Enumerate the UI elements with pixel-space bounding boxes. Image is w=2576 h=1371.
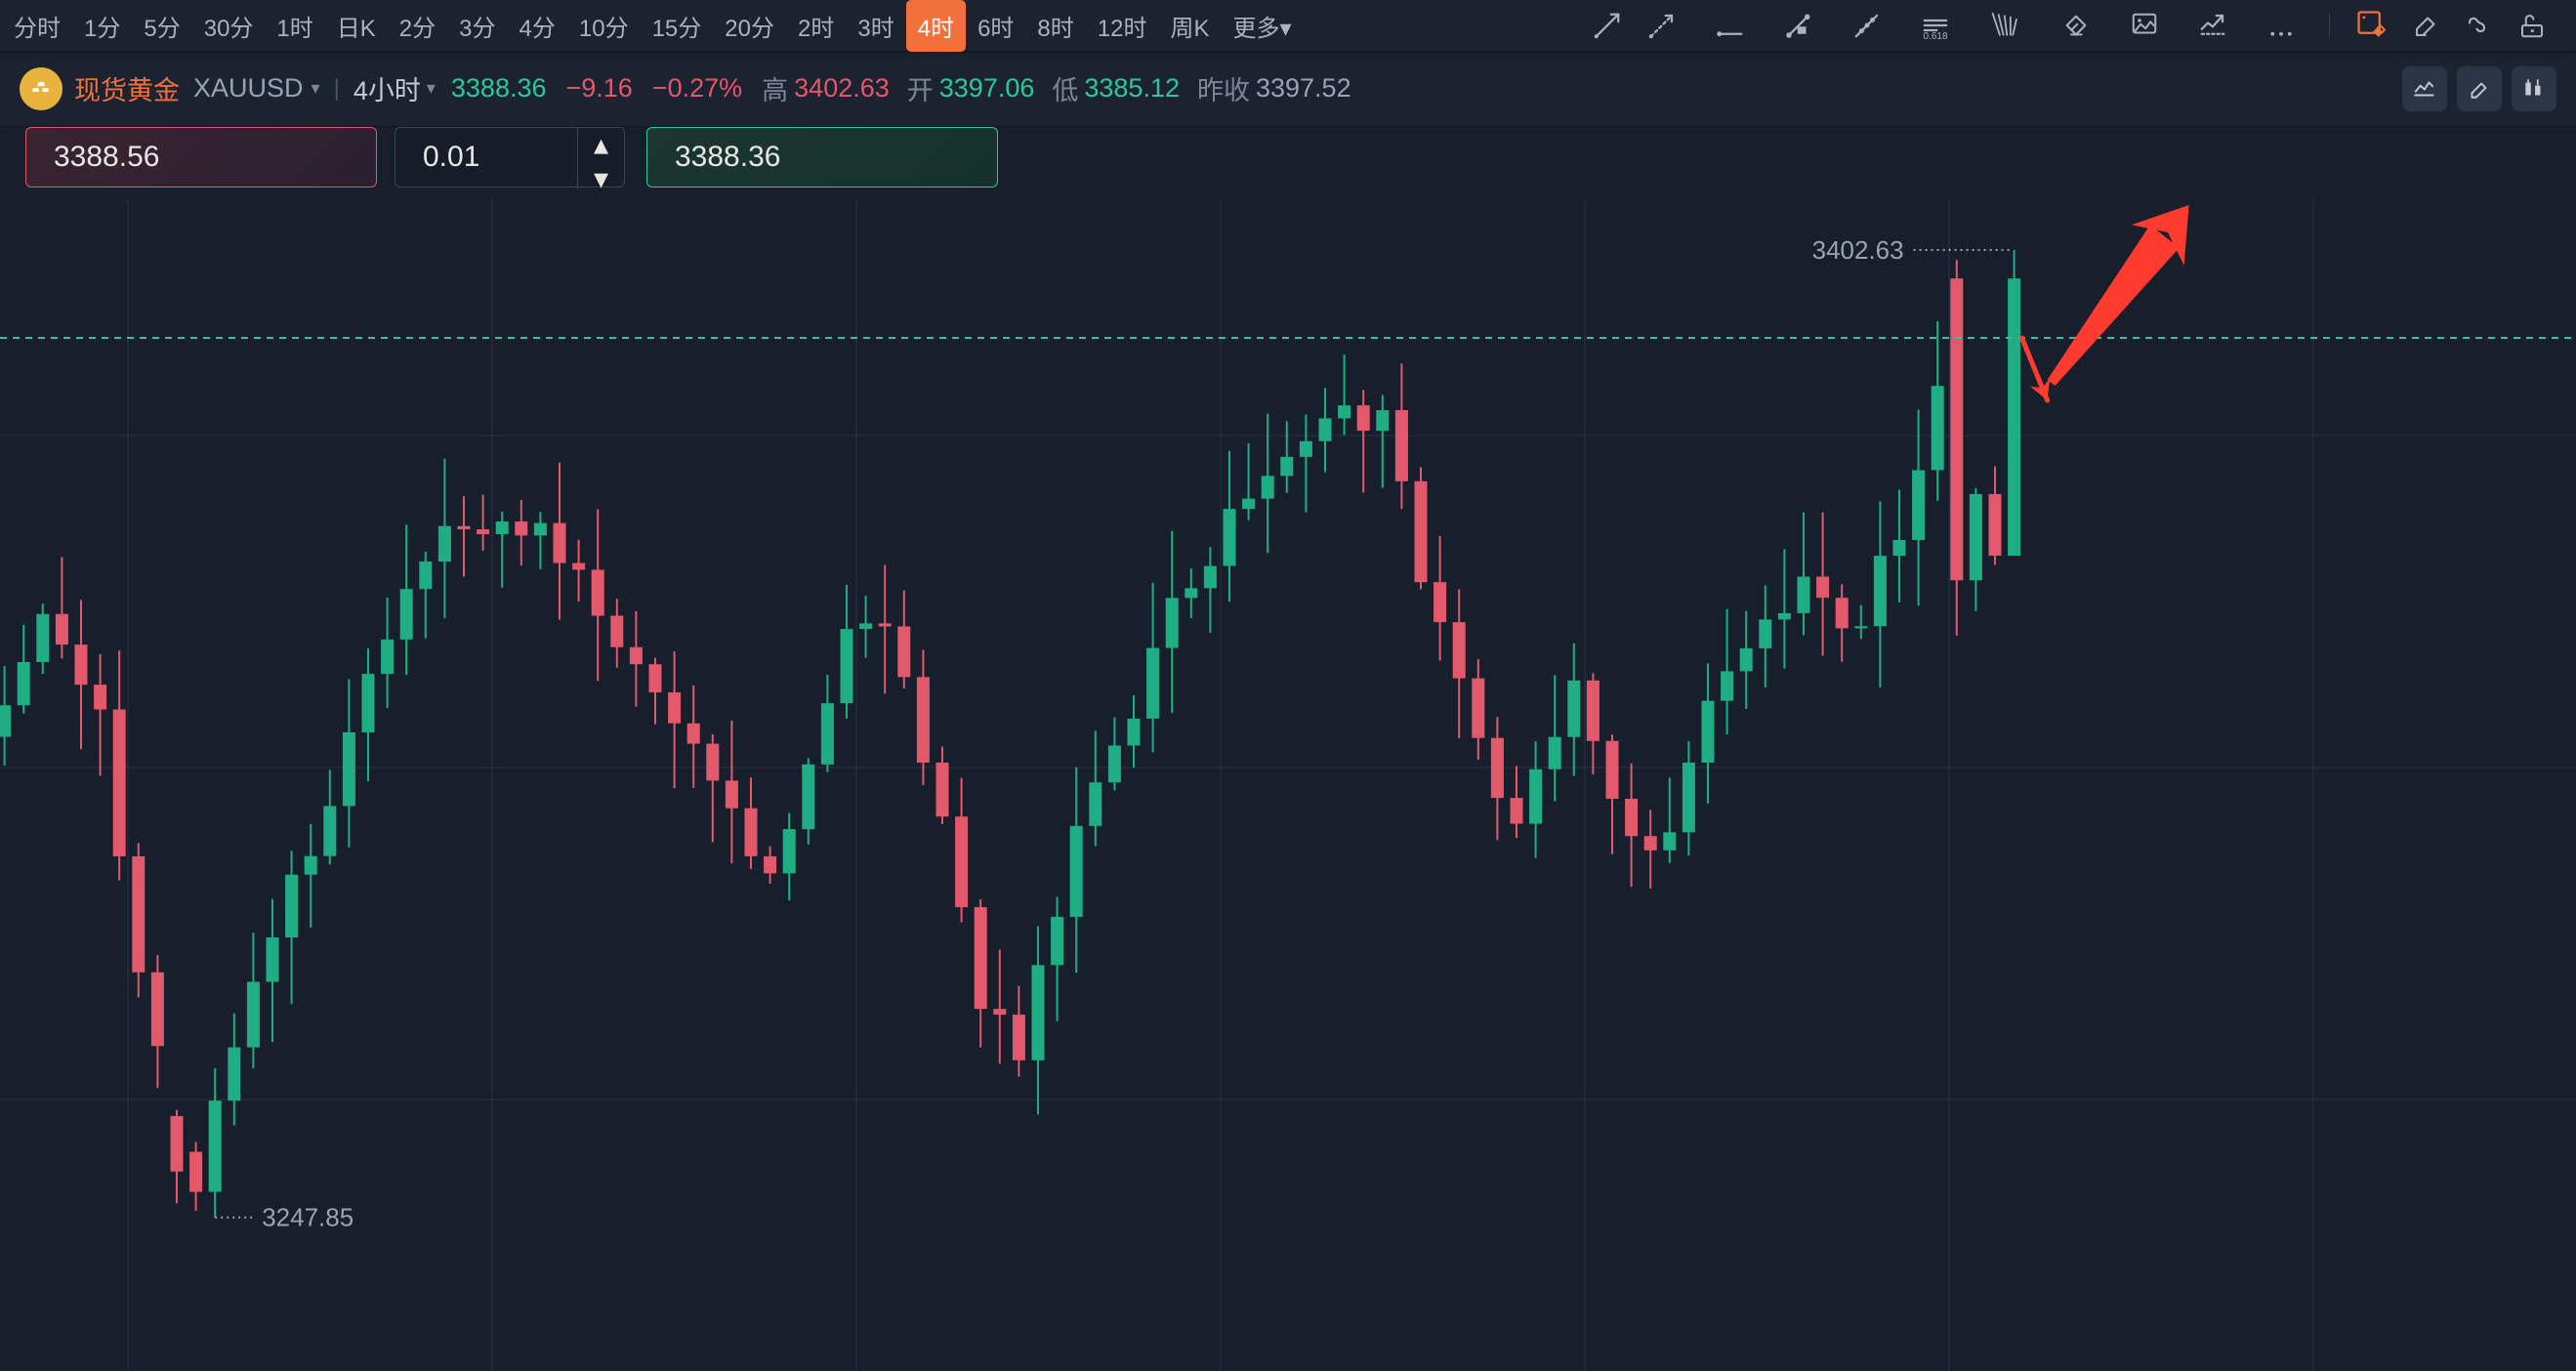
svg-text:0.618: 0.618 <box>1924 31 1948 40</box>
svg-text:3402.63: 3402.63 <box>1812 235 1904 265</box>
svg-text:3247.85: 3247.85 <box>262 1203 353 1232</box>
